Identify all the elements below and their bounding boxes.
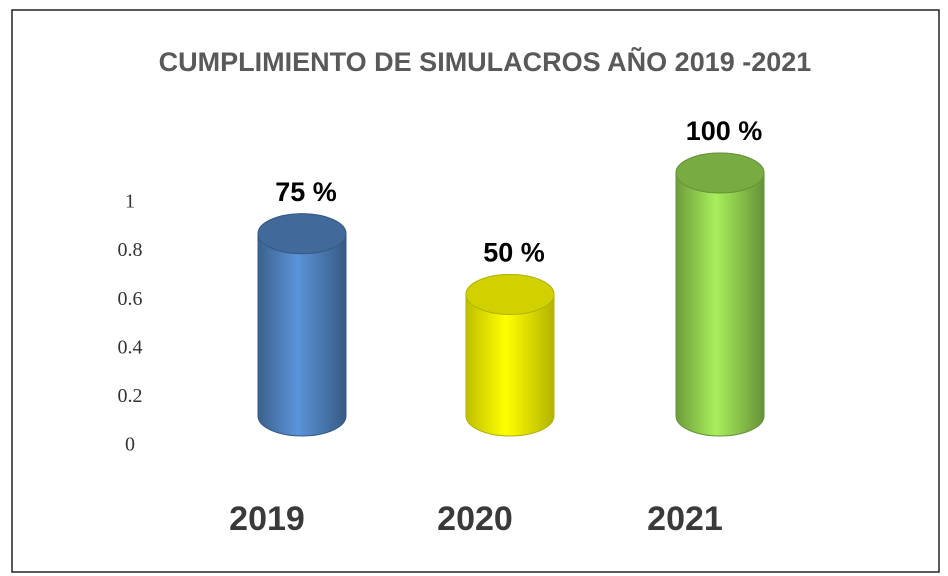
value-label: 50 % <box>483 238 545 268</box>
y-tick-label: 0 <box>125 434 135 456</box>
y-tick-label: 0.2 <box>118 385 143 407</box>
bar-top <box>465 274 555 315</box>
y-tick-label: 0.6 <box>118 288 143 310</box>
bar-top <box>675 152 765 194</box>
bar-top <box>257 213 347 255</box>
x-tick-label: 2021 <box>647 500 723 538</box>
y-tick-label: 0.4 <box>118 336 143 358</box>
y-tick-label: 0.8 <box>118 239 143 261</box>
chart-title: CUMPLIMIENTO DE SIMULACROS AÑO 2019 -202… <box>159 46 812 77</box>
value-label: 100 % <box>686 116 763 146</box>
value-label: 75 % <box>275 177 337 207</box>
x-tick-label: 2019 <box>229 500 305 538</box>
x-tick-label: 2020 <box>437 500 513 538</box>
y-tick-label: 1 <box>125 191 135 213</box>
bar <box>675 152 765 437</box>
